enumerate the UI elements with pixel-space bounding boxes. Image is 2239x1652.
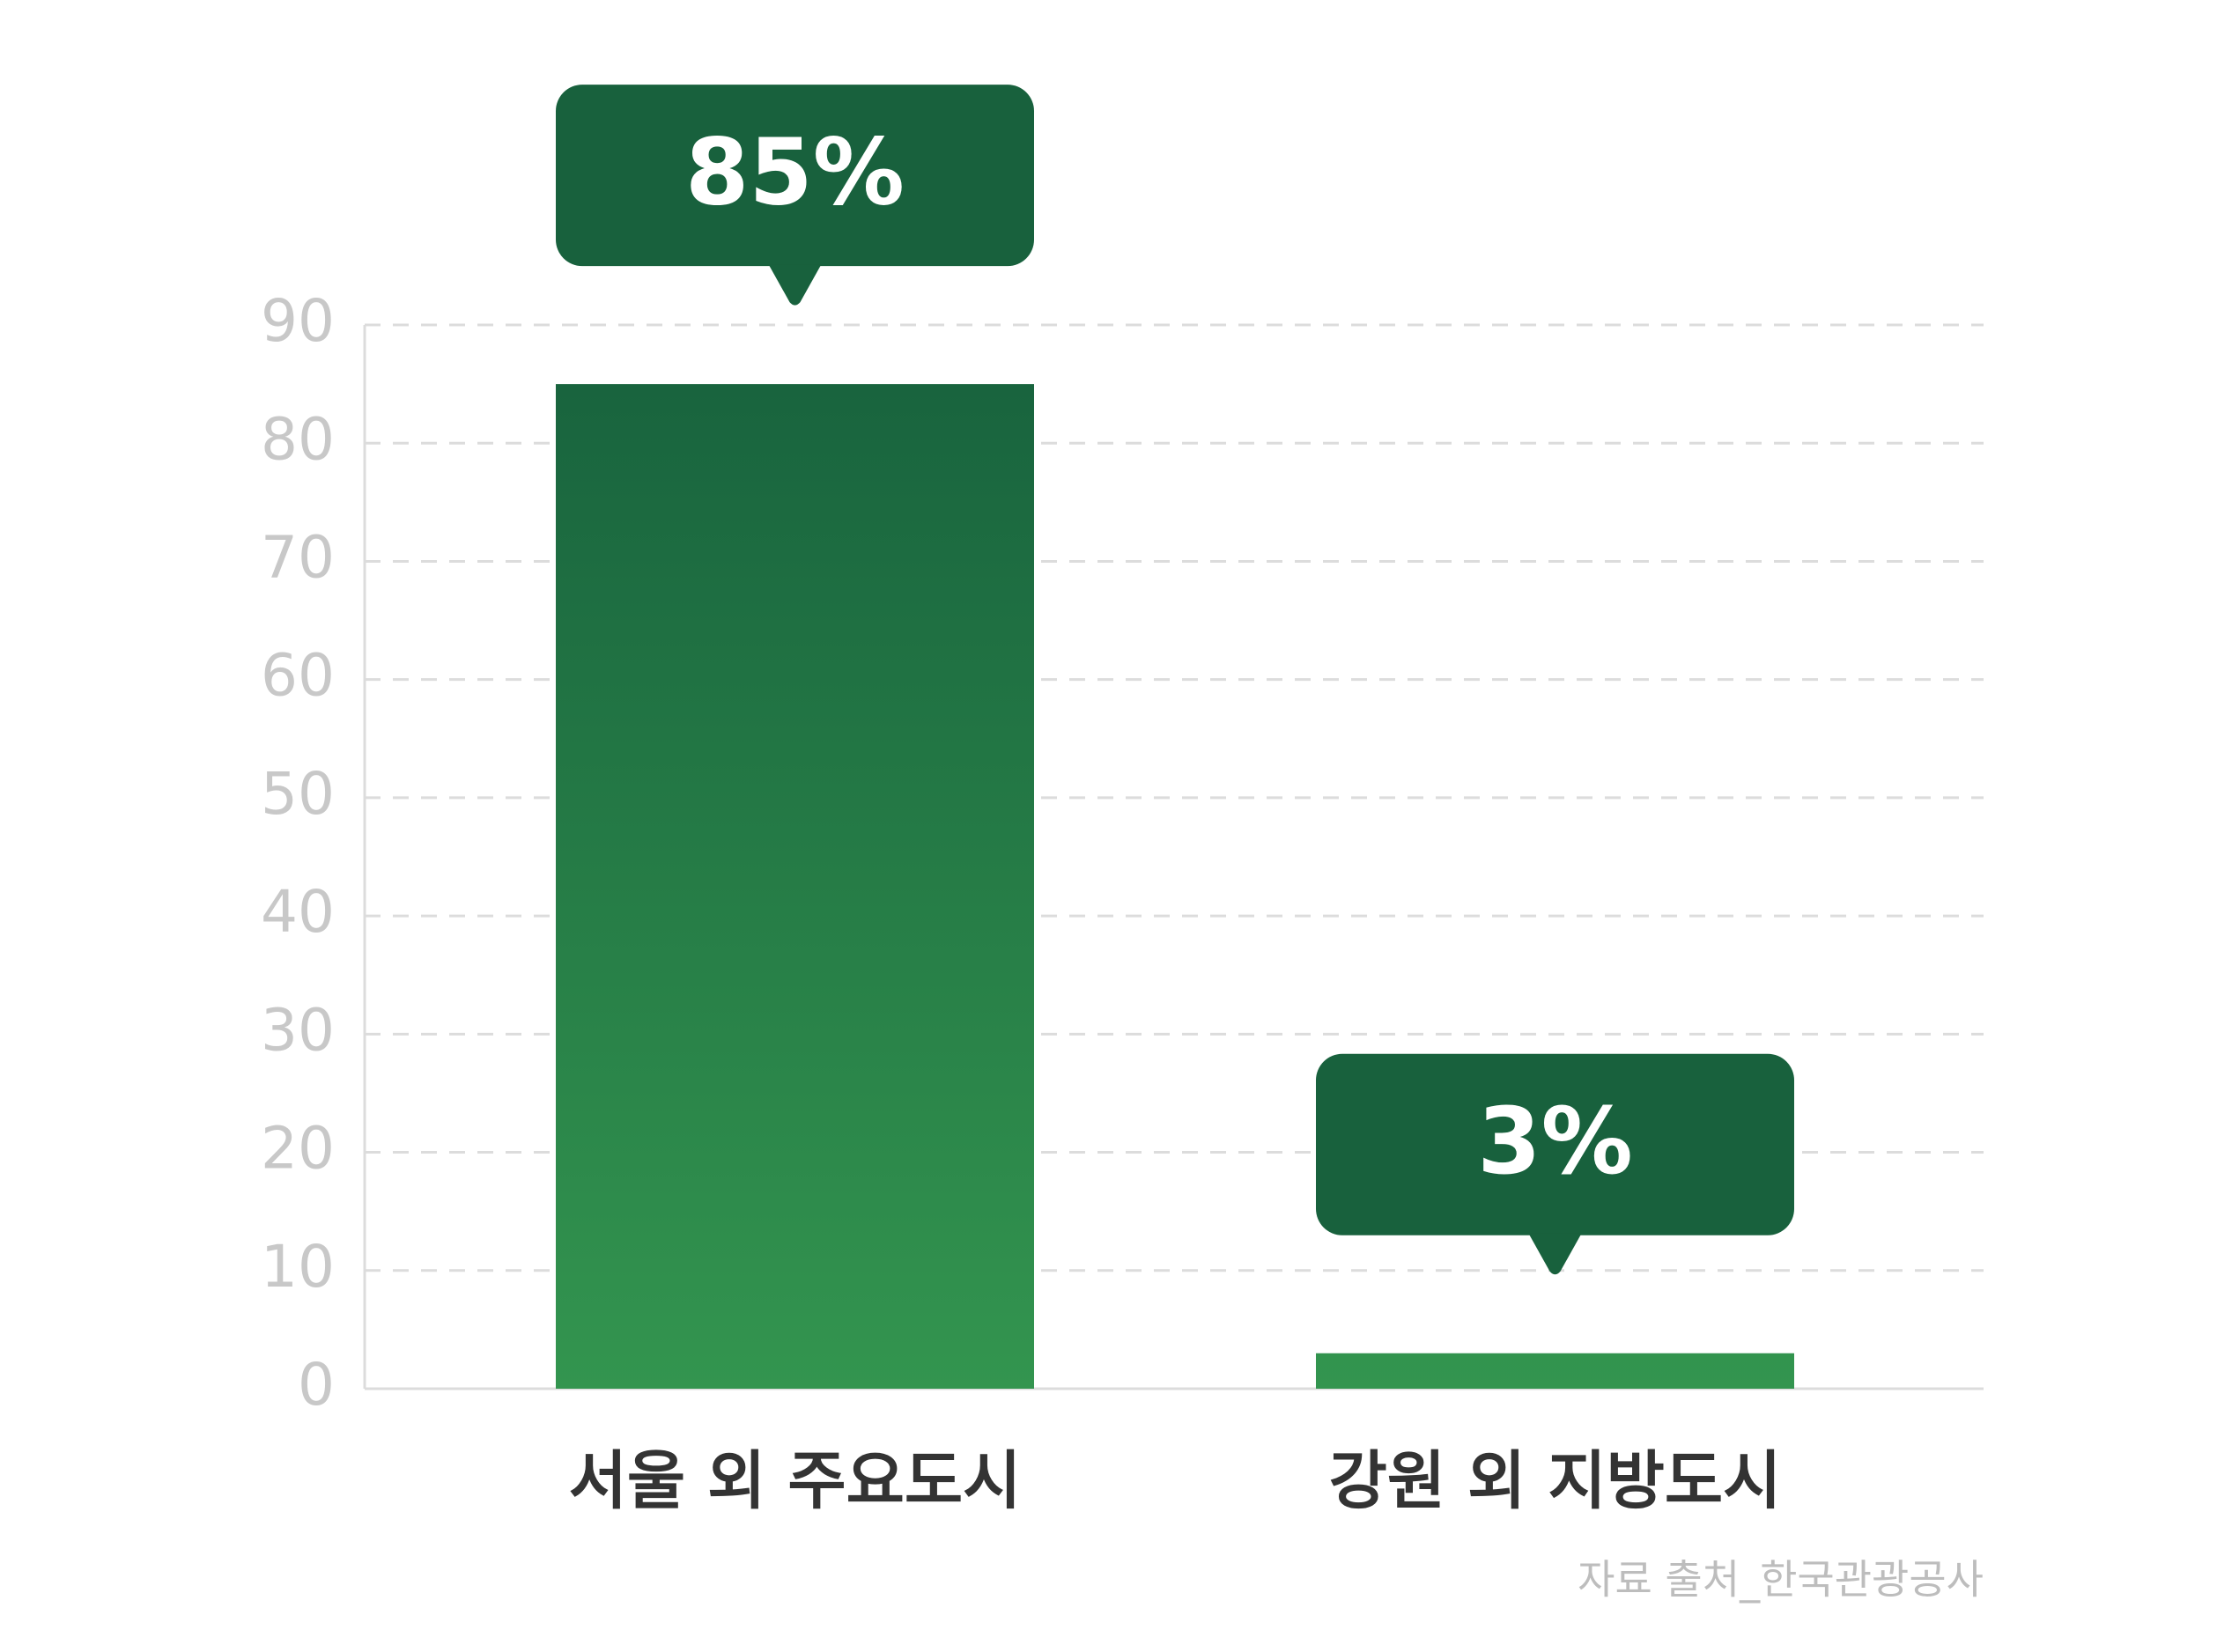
x-tick-label: 서울 외 주요도시 <box>569 1444 1022 1518</box>
bar <box>556 384 1034 1390</box>
value-label: 85% <box>685 118 905 225</box>
callout-box <box>1316 1053 1794 1235</box>
y-tick-label: 40 <box>261 878 335 946</box>
bar <box>1316 1353 1794 1389</box>
value-label: 3% <box>1477 1088 1633 1195</box>
y-tick-label: 70 <box>261 524 335 592</box>
y-tick-label: 90 <box>261 287 335 355</box>
y-tick-label: 20 <box>261 1115 335 1183</box>
y-tick-label: 60 <box>261 642 335 710</box>
source-note: 자료 출처_한국관광공사 <box>1578 1556 1984 1604</box>
x-tick-label: 강원 외 지방도시 <box>1329 1444 1782 1518</box>
y-tick-label: 10 <box>261 1233 335 1301</box>
y-tick-label: 30 <box>261 996 335 1064</box>
callout-box <box>556 85 1034 267</box>
callout-pointer <box>768 264 822 306</box>
callout-pointer <box>1528 1233 1582 1275</box>
y-tick-label: 50 <box>261 760 335 828</box>
y-tick-label: 80 <box>261 405 335 473</box>
y-tick-label: 0 <box>298 1351 335 1419</box>
